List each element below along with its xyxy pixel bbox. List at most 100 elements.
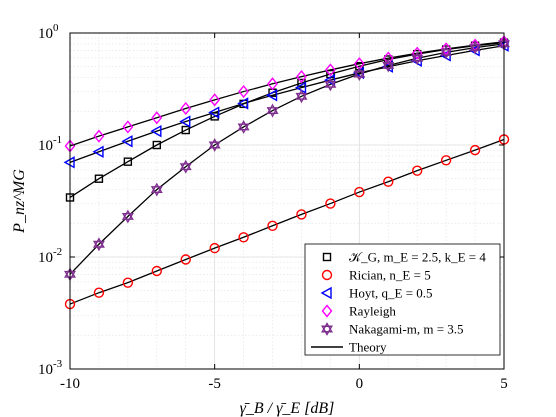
legend-marker: [321, 269, 333, 281]
data-point: [411, 46, 423, 60]
data-point: [93, 129, 105, 143]
data-point: [469, 44, 482, 55]
data-point: [267, 220, 278, 231]
data-point: [383, 176, 394, 187]
data-point: [353, 67, 366, 78]
data-point: [412, 165, 423, 176]
data-point: [179, 159, 192, 171]
data-point: [150, 124, 162, 138]
data-point: [122, 277, 134, 288]
legend-marker: [322, 252, 332, 262]
data-point: [94, 174, 104, 183]
y-tick-label: 10-1: [38, 134, 62, 154]
data-point: [208, 106, 220, 119]
legend: 𝒦_G, m_E = 2.5, k_E = 4 Rician, n_E = 5 Ho…: [304, 243, 501, 356]
data-point: [209, 93, 221, 107]
x-axis-label: γ̄_B / γ̄_E [dB]: [240, 400, 335, 417]
data-markers: [63, 35, 510, 310]
legend-label: Theory: [349, 340, 387, 355]
data-point: [151, 265, 163, 277]
data-point: [382, 62, 395, 73]
y-tick-label: 10-2: [38, 246, 62, 266]
data-point: [469, 40, 482, 52]
data-point: [151, 111, 163, 125]
x-tick-label: 0: [356, 376, 364, 392]
data-point: [440, 45, 453, 56]
data-point: [121, 213, 134, 224]
theory-curve-4: [69, 43, 505, 275]
legend-label: Hoyt, q_E = 0.5: [349, 286, 433, 301]
legend-label: 𝒦_G, m_E = 2.5, k_E = 4: [349, 250, 486, 265]
y-tick-label: 100: [38, 22, 59, 42]
data-point: [237, 97, 249, 110]
legend-label: Nakagami-m, m = 3.5: [349, 322, 464, 337]
data-point: [382, 58, 395, 69]
legend-marker: [321, 322, 333, 333]
data-point: [237, 123, 250, 134]
data-point: [295, 81, 307, 94]
data-point: [122, 120, 134, 134]
data-point: [237, 120, 250, 131]
data-point: [93, 287, 105, 298]
legend-box: [304, 243, 501, 356]
legend-marker: [320, 286, 332, 300]
y-tick-label: 10-3: [38, 358, 63, 378]
data-point: [150, 186, 163, 197]
data-point: [324, 63, 336, 77]
data-point: [150, 182, 163, 194]
x-tick-label: -5: [208, 376, 221, 392]
legend-label: Rayleigh: [349, 304, 396, 319]
theory-curve-3: [69, 41, 505, 147]
data-point: [208, 141, 221, 152]
data-point: [92, 237, 105, 248]
data-point: [266, 103, 279, 115]
legend-marker: [321, 304, 333, 318]
data-point: [92, 145, 104, 158]
theory-curves: [69, 41, 505, 305]
data-point: [353, 70, 366, 81]
data-point: [179, 163, 192, 174]
data-point: [295, 89, 308, 100]
data-point: [354, 186, 365, 198]
data-point: [411, 54, 424, 66]
data-point: [238, 84, 250, 99]
theory-curve-0: [69, 42, 505, 199]
data-point: [296, 70, 307, 84]
data-point: [411, 51, 424, 62]
data-point: [238, 232, 249, 243]
data-point: [123, 157, 133, 166]
data-point: [323, 73, 336, 87]
plot-area-border: [69, 32, 505, 370]
data-point: [208, 138, 221, 149]
data-point: [152, 140, 162, 150]
theory-curve-2: [69, 45, 505, 163]
data-point: [324, 80, 337, 92]
data-point: [92, 240, 105, 252]
data-point: [382, 51, 394, 65]
data-point: [180, 254, 191, 265]
data-point: [266, 89, 278, 102]
data-point: [121, 135, 133, 148]
data-point: [469, 144, 481, 156]
data-point: [296, 209, 307, 220]
data-point: [209, 242, 220, 254]
y-axis-label: P_nz^MG: [11, 169, 28, 234]
theory-curve-1: [69, 138, 505, 305]
data-point: [180, 101, 192, 116]
data-point: [325, 198, 336, 209]
data-point: [267, 77, 278, 91]
data-point: [324, 77, 337, 88]
legend-marker: [321, 325, 333, 336]
data-point: [266, 107, 279, 118]
axis-ticks: -10 -5 0 5 10-3 10-2 10-1 100: [38, 22, 508, 392]
data-point: [440, 155, 452, 166]
data-point: [181, 125, 190, 135]
x-tick-label: 5: [500, 376, 508, 392]
legend-label: Rician, n_E = 5: [349, 268, 431, 283]
x-tick-label: -10: [60, 376, 80, 392]
data-point: [440, 42, 452, 56]
data-point: [295, 92, 308, 104]
data-point: [179, 115, 191, 128]
data-point: [440, 48, 453, 60]
